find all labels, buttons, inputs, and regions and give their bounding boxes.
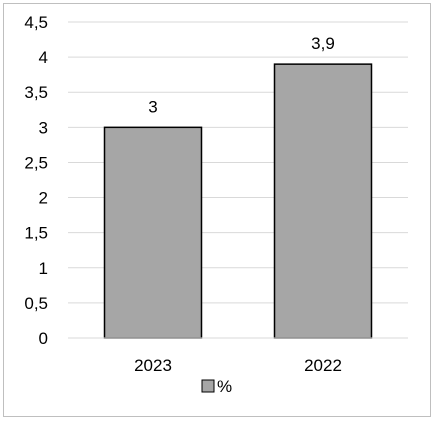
y-tick-label: 3,5	[24, 83, 48, 102]
y-tick-label: 0,5	[24, 294, 48, 313]
y-tick-label: 1	[39, 259, 48, 278]
bar-2022	[273, 63, 373, 339]
legend-label: %	[217, 377, 232, 396]
y-tick-label: 4,5	[24, 13, 48, 32]
y-tick-label: 2,5	[24, 153, 48, 172]
x-tick-label-2022: 2022	[304, 356, 342, 375]
y-tick-label: 4	[39, 48, 48, 67]
data-labels: 33,9	[148, 34, 335, 116]
y-tick-label: 3	[39, 118, 48, 137]
y-tick-label: 0	[39, 329, 48, 348]
data-label-2022: 3,9	[311, 34, 335, 53]
bar-2023	[103, 126, 203, 339]
y-tick-label: 2	[39, 189, 48, 208]
x-tick-label-2023: 2023	[134, 356, 172, 375]
y-axis-tick-labels: 0 0,5 1 1,5 2 2,5 3 3,5 4 4,5	[24, 13, 48, 348]
bars	[103, 63, 373, 339]
data-label-2023: 3	[148, 97, 157, 116]
x-axis-tick-labels: 2023 2022	[134, 356, 342, 375]
legend-swatch	[201, 379, 215, 393]
legend: %	[201, 377, 232, 396]
y-tick-label: 1,5	[24, 224, 48, 243]
